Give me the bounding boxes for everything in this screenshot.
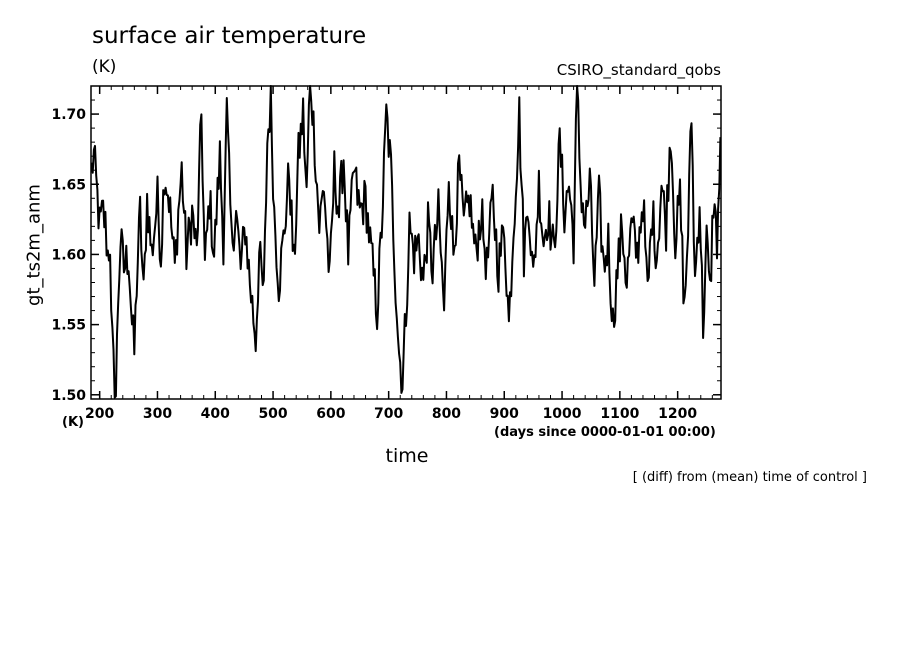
x-tick-label: 600	[316, 406, 345, 422]
x-tick-label: 1100	[600, 406, 639, 422]
diff-note: [ (diff) from (mean) time of control ]	[632, 470, 867, 485]
chart-units: (K)	[92, 57, 117, 77]
y-tick-label: 1.65	[51, 177, 86, 193]
x-tick-label: 800	[432, 406, 461, 422]
x-tick-label: 200	[85, 406, 114, 422]
x-tick-label: 1200	[658, 406, 697, 422]
y-tick-label: 1.70	[51, 107, 86, 123]
x-tick-label: 500	[258, 406, 287, 422]
y-tick-label: 1.50	[51, 388, 86, 404]
y-tick-label: 1.60	[51, 247, 86, 263]
experiment-label: CSIRO_standard_qobs	[556, 61, 721, 79]
x-tick-label: 400	[201, 406, 230, 422]
y-tick-label: 1.55	[51, 318, 86, 334]
x-tick-label: 300	[143, 406, 172, 422]
x-axis-label: time	[385, 445, 429, 467]
x-tick-label: 1000	[543, 406, 582, 422]
plot-frame	[90, 85, 722, 400]
chart-title: surface air temperature	[92, 23, 367, 49]
x-tick-label: 700	[374, 406, 403, 422]
y-axis-units: (K)	[62, 415, 84, 430]
x-axis-units: (days since 0000-01-01 00:00)	[494, 425, 716, 440]
x-tick-label: 900	[490, 406, 519, 422]
data-series-line	[90, 85, 722, 399]
